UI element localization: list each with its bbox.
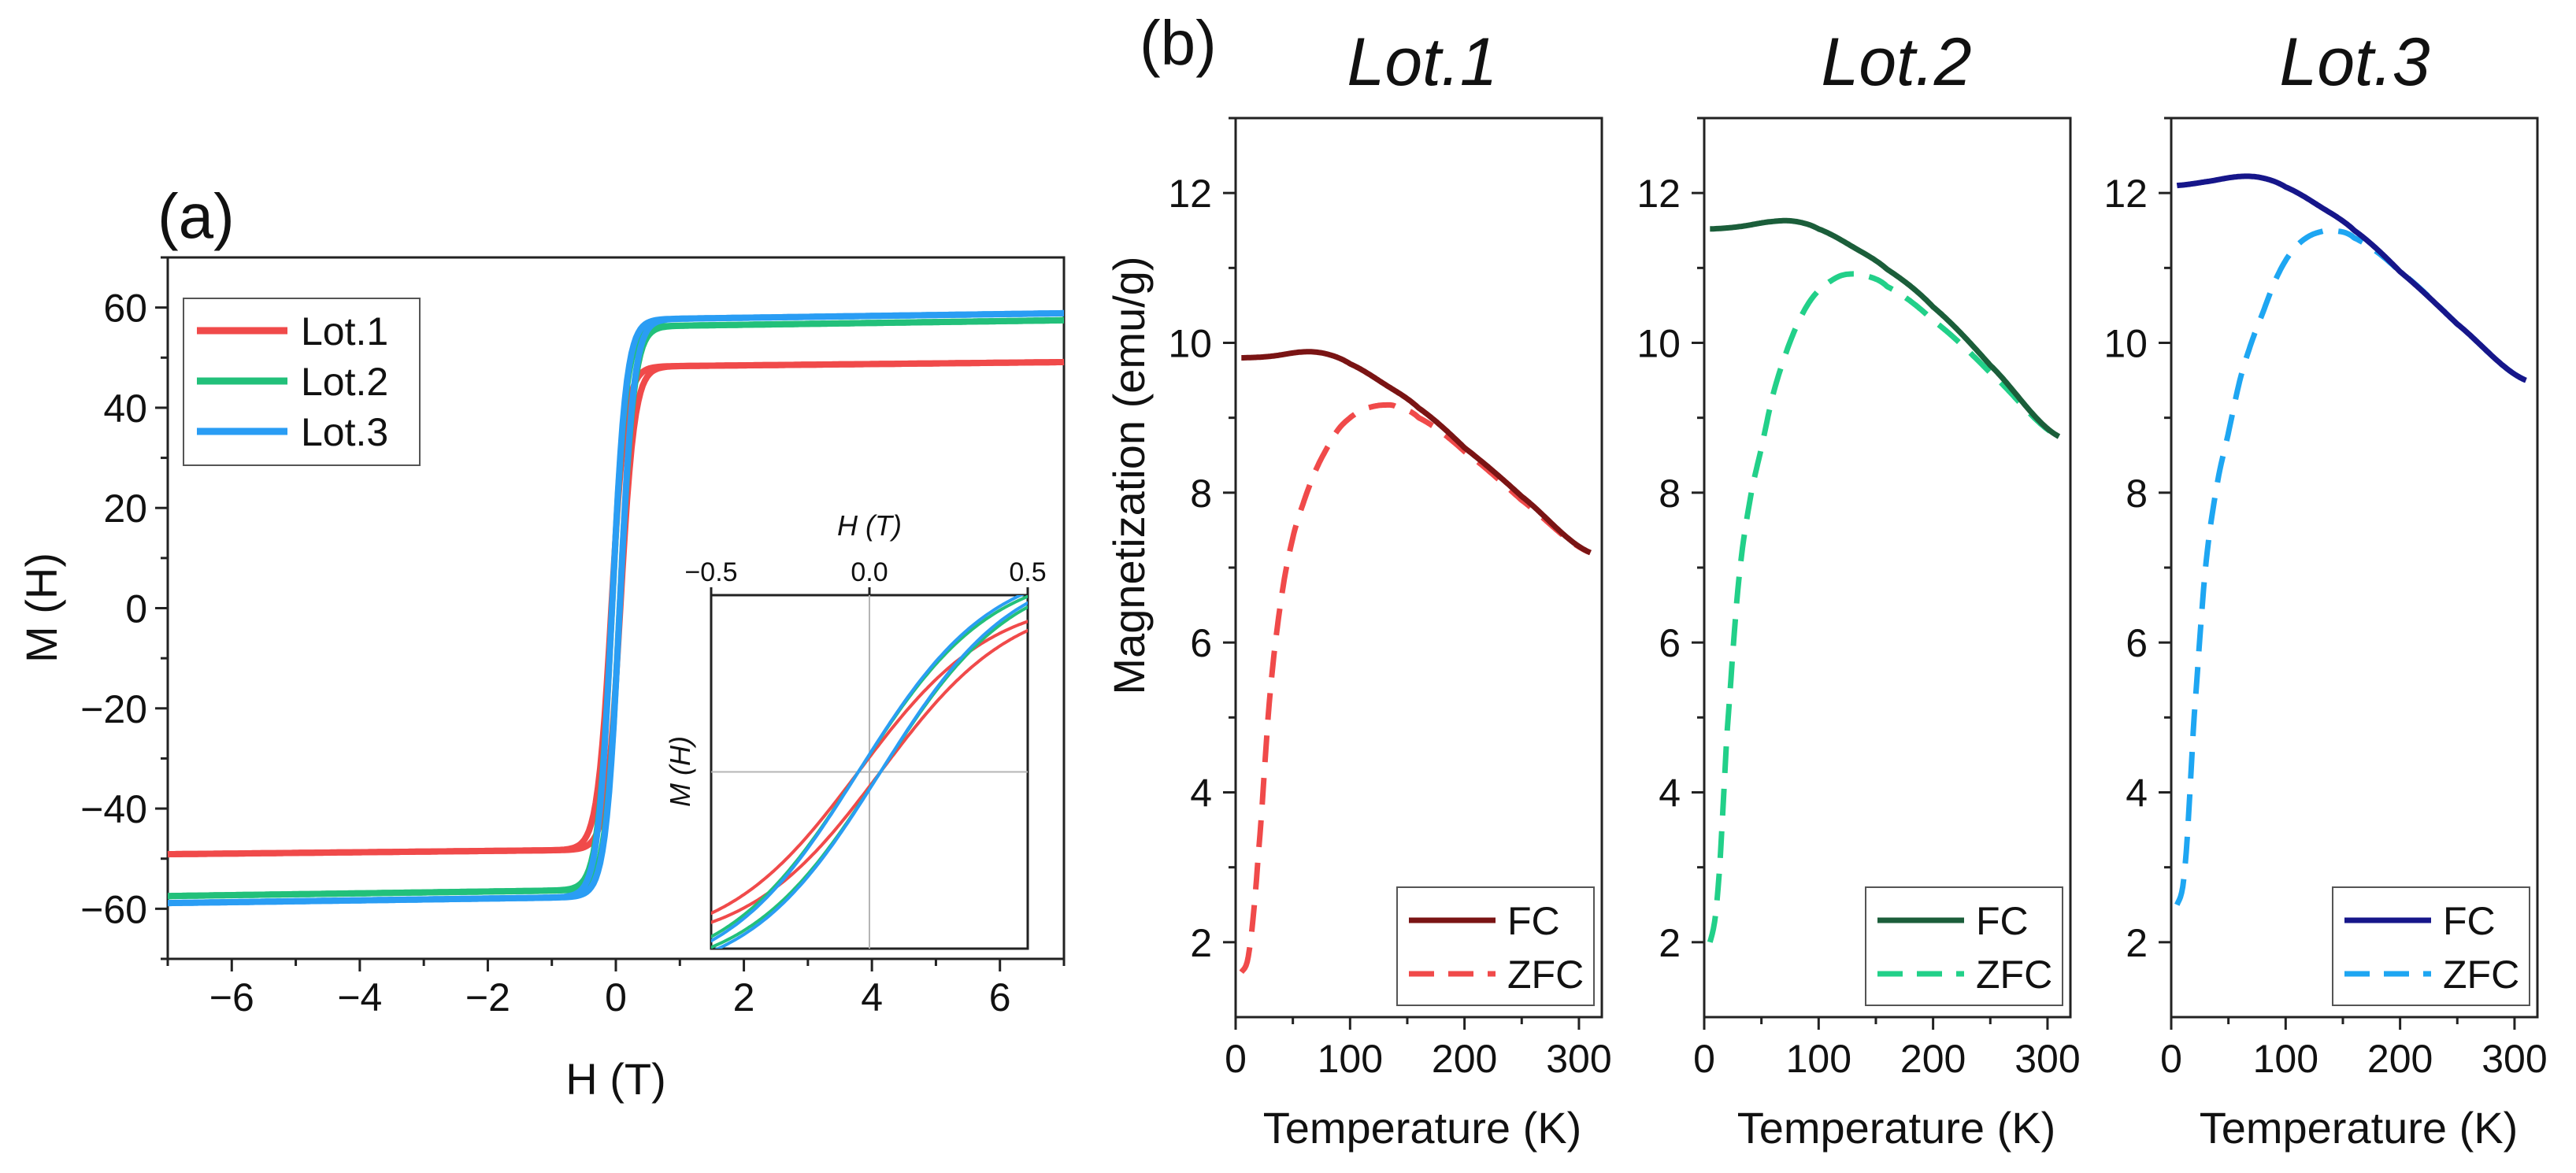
plot-b1-ytick-label: 4	[1190, 772, 1212, 816]
plot-b3-ytick-label: 6	[2126, 621, 2148, 665]
plot-b2-zfc-curve	[1707, 271, 2061, 943]
plot-a-ylabel: M (H)	[17, 553, 66, 663]
plot-b1-xtick-label: 0	[1225, 1037, 1247, 1081]
plot-b2-legend-box	[1865, 886, 2063, 1006]
plot-b2-xlabel: Temperature (K)	[1737, 1103, 2056, 1153]
plot-b3-zfc-curve	[2174, 227, 2527, 906]
panel-label-a: (a)	[158, 181, 235, 251]
plot-b2-ytick-label: 8	[1659, 472, 1681, 516]
plot-b2-xtick-label: 100	[1786, 1037, 1851, 1081]
plot-a-ytick-label: −40	[80, 787, 147, 831]
plot-b2-ytick-label: 6	[1659, 621, 1681, 665]
plot-b1-legend: FC ZFC	[1396, 886, 1595, 1006]
plot-b1-fc-curve	[1241, 349, 1592, 556]
plot-b3-xlabel: Temperature (K)	[2200, 1103, 2519, 1153]
plot-b3-ytick-label: 12	[2103, 172, 2148, 216]
plot-b2-ytick-label: 12	[1636, 172, 1681, 216]
plot-a-xtick-label: −6	[209, 975, 254, 1019]
plot-b2-legend: FC ZFC	[1865, 886, 2063, 1006]
plot-b2-frame	[1703, 117, 2072, 1019]
plot-b1-ytick-label: 2	[1190, 921, 1212, 965]
panel-label-b: (b)	[1140, 8, 1217, 78]
fc-zfc-plot-lot2: Lot.2 Temperature (K) 0 100 200 300 2 4 6 8 10 12…	[1636, 24, 2080, 1153]
plot-b2-legend-label-fc: FC	[1976, 899, 2029, 943]
legend-label-lot3: Lot.3	[301, 410, 388, 454]
plot-b3-title: Lot.3	[2279, 24, 2430, 100]
plot-b1-zfc-curve	[1239, 401, 1592, 975]
plot-b2-legend-label-zfc: ZFC	[1976, 953, 2052, 997]
plot-b3-xtick-label: 200	[2367, 1037, 2433, 1081]
plot-b1-ytick-label: 6	[1190, 621, 1212, 665]
plot-b3-ytick-label: 8	[2126, 472, 2148, 516]
plot-b3-legend-box	[2332, 886, 2530, 1006]
inset-curve-lot3	[713, 601, 1028, 949]
plot-b3-xtick-label: 300	[2481, 1037, 2547, 1081]
plot-b1-xtick-label: 300	[1546, 1037, 1611, 1081]
inset-xtick-label: 0.0	[851, 557, 888, 587]
plot-b2-xtick-label: 0	[1693, 1037, 1715, 1081]
plot-b3-xtick-label: 100	[2253, 1037, 2318, 1081]
plot-a-xtick-label: 4	[861, 975, 883, 1019]
plot-b1-xlabel: Temperature (K)	[1263, 1103, 1582, 1153]
plot-b-ylabel: Magnetization (emu/g)	[1104, 256, 1154, 694]
legend-label-lot2: Lot.2	[301, 360, 388, 404]
plot-b2-fc-curve	[1710, 217, 2061, 439]
legend-label-lot1: Lot.1	[301, 309, 388, 353]
plot-a-xlabel: H (T)	[565, 1054, 666, 1104]
plot-b3-legend-label-fc: FC	[2443, 899, 2496, 943]
plot-a-xtick-label: 6	[989, 975, 1011, 1019]
plot-b3-xtick-label: 0	[2160, 1037, 2182, 1081]
plot-b2-ytick-label: 2	[1659, 921, 1681, 965]
plot-b2-xtick-label: 300	[2014, 1037, 2080, 1081]
plot-a-xtick-label: −2	[465, 975, 510, 1019]
plot-b3-frame	[2170, 117, 2539, 1019]
plot-b3-legend: FC ZFC	[2332, 886, 2530, 1006]
plot-a-ytick-label: 60	[103, 287, 147, 331]
fc-zfc-plot-lot3: Lot.3 Temperature (K) 0 100 200 300 2 4 6 8 10 12…	[2103, 24, 2547, 1153]
plot-b1-legend-box	[1396, 886, 1595, 1006]
plot-a-xtick-label: 0	[605, 975, 627, 1019]
plot-b2-ytick-label: 4	[1659, 772, 1681, 816]
plot-b1-legend-label-zfc: ZFC	[1507, 953, 1584, 997]
plot-b3-ytick-label: 2	[2126, 921, 2148, 965]
plot-b3-ytick-label: 4	[2126, 772, 2148, 816]
fc-zfc-plot-lot1: Lot.1 Temperature (K) 0 100 200 300 2 4 6 8 10 12…	[1168, 24, 1611, 1153]
plot-b2-title: Lot.2	[1821, 24, 1971, 100]
plot-b3-fc-curve	[2176, 173, 2527, 383]
plot-a-ytick-label: 40	[103, 387, 147, 431]
plot-b1-title: Lot.1	[1347, 24, 1497, 100]
plot-a-xtick-label: 2	[733, 975, 755, 1019]
plot-b2-ytick-label: 10	[1636, 322, 1681, 366]
plot-b3-legend-label-zfc: ZFC	[2443, 953, 2519, 997]
inset-xtick-label: 0.5	[1009, 557, 1046, 587]
inset-curve-lot3	[711, 595, 1025, 943]
plot-a-ytick-label: −20	[80, 687, 147, 731]
plot-a-ytick-label: −60	[80, 887, 147, 931]
plot-b2-xtick-label: 200	[1900, 1037, 1966, 1081]
plot-b3-ytick-label: 10	[2103, 322, 2148, 366]
plot-a-ytick-label: 0	[125, 587, 147, 631]
plot-b1-frame	[1234, 117, 1603, 1019]
inset-xlabel: H (T)	[837, 509, 902, 542]
inset-plot: −0.5 0.0 0.5 H (T) M (H)	[664, 509, 1047, 950]
curve-lot3-descending	[168, 309, 1064, 907]
plot-b1-legend-label-fc: FC	[1507, 899, 1560, 943]
plot-b1-ytick-label: 12	[1168, 172, 1212, 216]
plot-b1-xtick-label: 100	[1318, 1037, 1383, 1081]
plot-b1-ytick-label: 8	[1190, 472, 1212, 516]
plot-a-xtick-label: −4	[337, 975, 382, 1019]
inset-xtick-label: −0.5	[684, 557, 737, 587]
plot-b1-xtick-label: 200	[1432, 1037, 1497, 1081]
plot-a-legend: Lot.1 Lot.2 Lot.3	[183, 298, 421, 466]
plot-a-ytick-label: 20	[103, 487, 147, 531]
plot-b1-ytick-label: 10	[1168, 322, 1212, 366]
inset-ylabel: M (H)	[664, 736, 696, 807]
